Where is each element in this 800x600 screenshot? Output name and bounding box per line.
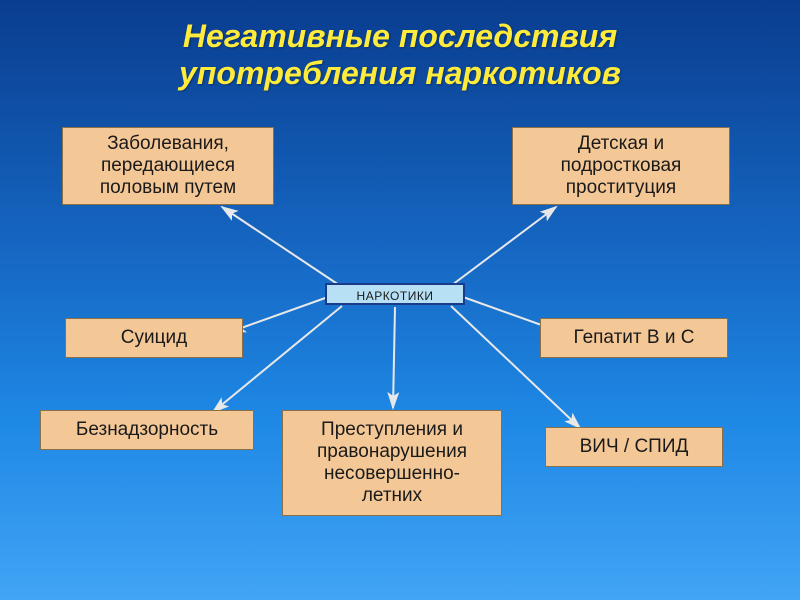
node-label: Преступления иправонарушениянесовершенно… <box>317 419 467 506</box>
node-crime: Преступления иправонарушениянесовершенно… <box>282 410 502 516</box>
edges-group <box>213 207 580 428</box>
title-line1: Негативные последствия <box>183 18 617 54</box>
edge-0 <box>222 207 339 285</box>
node-label: Суицид <box>121 327 187 349</box>
title-line2: употребления наркотиков <box>179 55 621 91</box>
node-std: Заболевания,передающиесяполовым путем <box>62 127 274 205</box>
slide-title: Негативные последствия употребления нарк… <box>0 0 800 92</box>
node-label: Заболевания,передающиесяполовым путем <box>100 133 236 199</box>
node-neglect: Безнадзорность <box>40 410 254 450</box>
center-node: НАРКОТИКИ <box>325 283 465 305</box>
node-suicide: Суицид <box>65 318 243 358</box>
edge-5 <box>393 307 395 408</box>
node-label: Гепатит В и С <box>574 327 695 349</box>
node-hepat: Гепатит В и С <box>540 318 728 358</box>
node-prost: Детская иподростковаяпроституция <box>512 127 730 205</box>
node-label: ВИЧ / СПИД <box>580 436 689 458</box>
node-label: Детская иподростковаяпроституция <box>561 133 682 199</box>
center-label: НАРКОТИКИ <box>357 289 434 303</box>
edge-2 <box>230 297 328 332</box>
node-hiv: ВИЧ / СПИД <box>545 427 723 467</box>
node-label: Безнадзорность <box>76 419 218 441</box>
edge-1 <box>452 207 556 285</box>
